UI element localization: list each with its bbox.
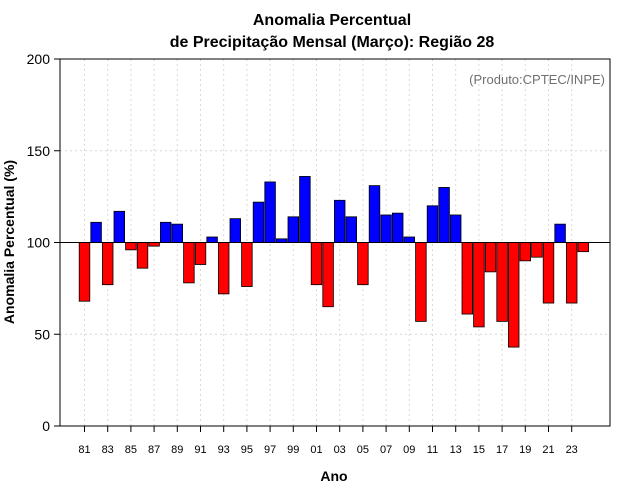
y-axis-title: Anomalia Percentual (%): [1, 160, 17, 324]
y-tick-label: 0: [42, 418, 50, 434]
x-tick-label: 17: [496, 444, 508, 456]
bar-2005: [357, 242, 369, 286]
x-tick-label: 95: [241, 444, 253, 456]
x-tick-label: 07: [380, 444, 392, 456]
x-tick-label: 99: [287, 444, 299, 456]
y-tick-label: 100: [27, 235, 51, 251]
x-tick-label: 89: [171, 444, 183, 456]
chart-title-line-1: Anomalia Percentual: [253, 12, 411, 29]
bar-1996: [252, 201, 265, 243]
bar-2000: [299, 176, 311, 243]
bar-2018: [507, 242, 520, 348]
bar-2001: [310, 242, 323, 286]
bar-1984: [113, 210, 126, 243]
x-axis-ticks: 81 83 85 87 89 91 93 95 97 99 01 03 05 07 09 11 13 15 17 19…: [78, 426, 578, 456]
bar-1988: [159, 221, 172, 243]
bar-1998: [275, 238, 288, 243]
bar-2023: [566, 242, 578, 304]
bar-2024: [577, 242, 590, 253]
bar-1997: [264, 181, 276, 243]
x-tick-label: 13: [450, 444, 462, 456]
x-tick-label: 09: [403, 444, 415, 456]
x-tick-label: 15: [473, 444, 485, 456]
bar-2022: [554, 223, 566, 243]
x-tick-label: 19: [519, 444, 531, 456]
bar-2015: [473, 242, 485, 328]
bar-1994: [229, 218, 242, 243]
bar-2010: [415, 242, 427, 322]
chart-title-line-2: de Precipitação Mensal (Março): Região 2…: [170, 34, 495, 51]
bar-2011: [426, 205, 439, 243]
credit-label: (Produto:CPTEC/INPE): [469, 72, 605, 87]
bar-2017: [496, 242, 508, 322]
bar-1985: [125, 242, 137, 251]
bar-2021: [542, 242, 555, 304]
bar-2020: [531, 242, 543, 258]
bar-2014: [461, 242, 474, 315]
bar-1989: [171, 223, 184, 243]
x-axis-title: Ano: [320, 468, 347, 484]
bar-1987: [148, 242, 160, 247]
x-tick-label: 97: [264, 444, 276, 456]
x-tick-label: 91: [194, 444, 206, 456]
bar-1986: [136, 242, 149, 269]
bar-1982: [90, 221, 102, 243]
y-tick-label: 50: [34, 326, 50, 342]
bar-2004: [345, 216, 358, 243]
x-tick-label: 85: [125, 444, 137, 456]
bar-2003: [333, 199, 346, 243]
bar-2008: [391, 212, 404, 243]
bars: [78, 176, 590, 348]
bar-2019: [519, 242, 532, 262]
x-tick-label: 93: [218, 444, 230, 456]
y-tick-label: 150: [27, 143, 51, 159]
bar-2002: [322, 242, 334, 308]
x-tick-label: 01: [310, 444, 322, 456]
bar-2007: [380, 214, 392, 243]
bar-1993: [217, 242, 230, 295]
y-tick-label: 200: [27, 51, 51, 67]
bar-1990: [183, 242, 195, 284]
bar-2016: [484, 242, 497, 273]
gridlines: [60, 58, 610, 427]
bar-2013: [449, 214, 462, 243]
x-tick-label: 81: [78, 444, 90, 456]
bar-1995: [241, 242, 253, 287]
y-axis-ticks: 0 50 100 150 200: [27, 51, 60, 434]
x-tick-label: 03: [334, 444, 346, 456]
bar-2009: [403, 236, 416, 243]
bar-1981: [78, 242, 91, 302]
bar-2006: [368, 185, 381, 243]
x-tick-label: 05: [357, 444, 369, 456]
bar-1999: [287, 216, 300, 243]
bar-1983: [102, 242, 114, 286]
x-tick-label: 21: [542, 444, 554, 456]
bar-1992: [206, 236, 218, 243]
bar-1991: [194, 242, 207, 265]
x-tick-label: 11: [427, 444, 438, 456]
bar-2012: [438, 187, 450, 243]
x-tick-label: 23: [566, 444, 578, 456]
x-tick-label: 83: [102, 444, 114, 456]
x-tick-label: 87: [148, 444, 160, 456]
